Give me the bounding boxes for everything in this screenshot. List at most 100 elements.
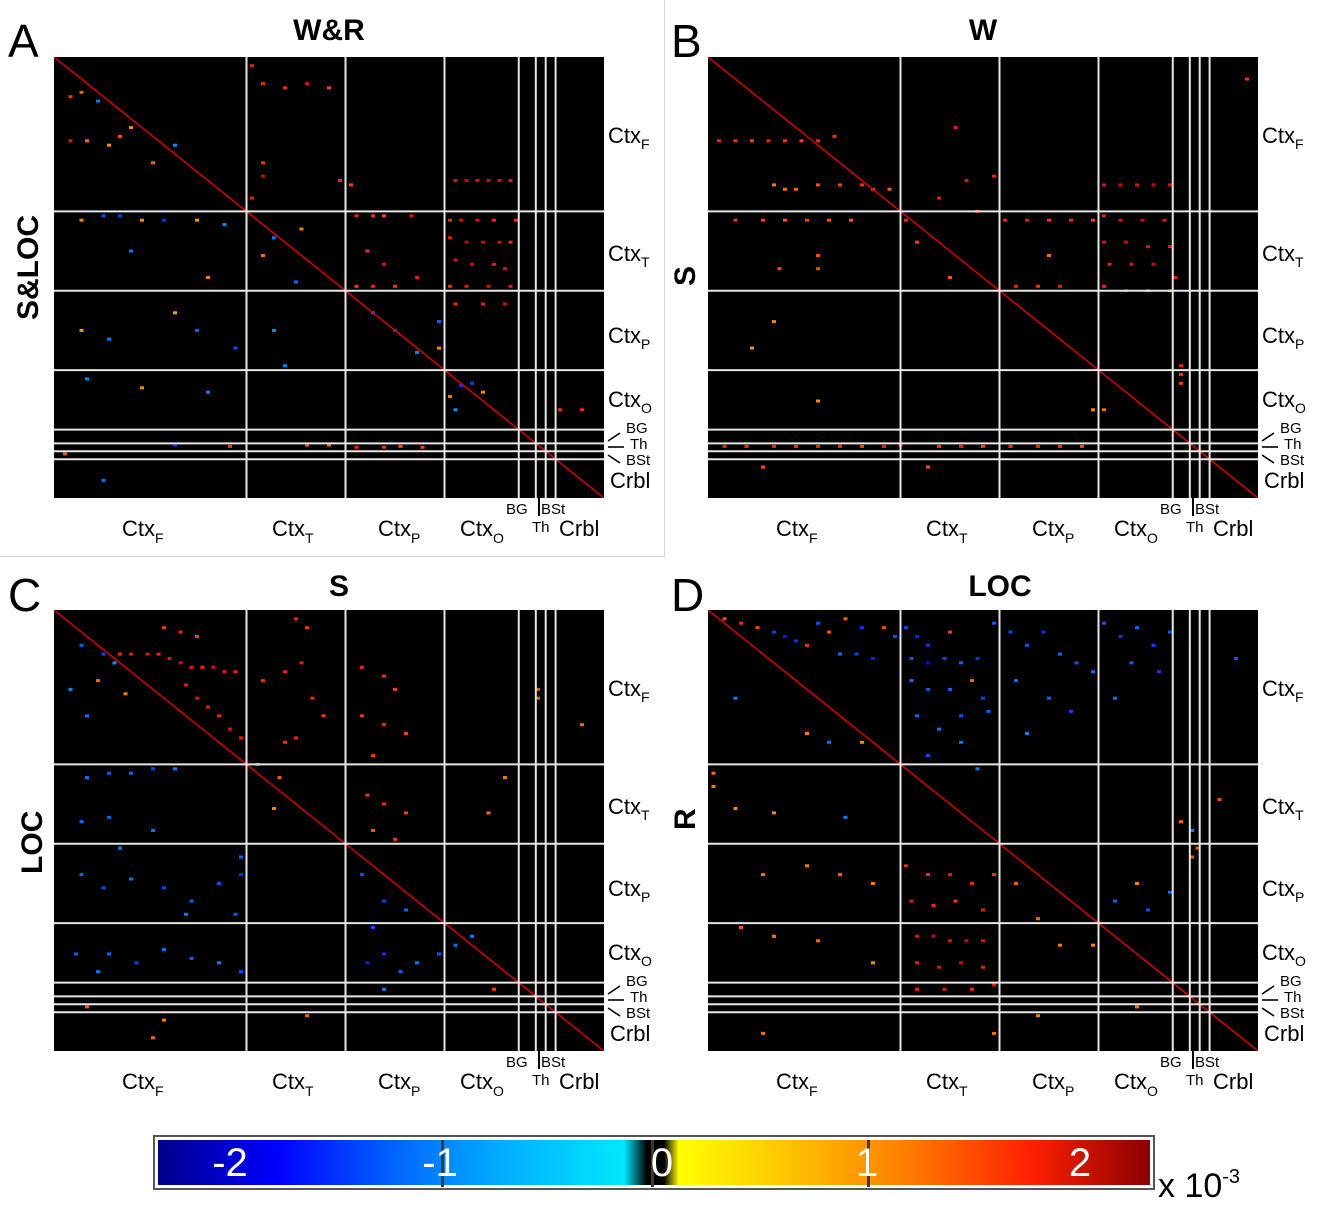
heatmap-matrix bbox=[54, 610, 604, 1051]
row-label-leaders bbox=[1261, 432, 1278, 464]
heatmap-cell bbox=[711, 771, 716, 775]
heatmap-cell bbox=[211, 665, 216, 669]
heatmap-cell bbox=[1036, 917, 1040, 921]
row-label-subscript: O bbox=[641, 400, 652, 416]
heatmap-cell bbox=[1069, 709, 1073, 713]
heatmap-cell bbox=[173, 143, 177, 147]
heatmap-cell bbox=[783, 218, 787, 222]
heatmap-cell bbox=[816, 139, 820, 143]
heatmap-cell bbox=[503, 267, 507, 271]
column-label-bst: BSt bbox=[541, 501, 566, 518]
heatmap-cell bbox=[733, 696, 738, 700]
heatmap-cell bbox=[508, 284, 513, 288]
heatmap-cell bbox=[96, 970, 100, 974]
column-label-text: Ctx bbox=[776, 1069, 809, 1094]
heatmap-cell bbox=[1245, 77, 1249, 81]
column-label-ctx-f: CtxF bbox=[776, 1071, 818, 1102]
heatmap-cell bbox=[909, 657, 914, 660]
heatmap-cell bbox=[382, 899, 386, 903]
heatmap-cell bbox=[151, 161, 155, 165]
heatmap-cell bbox=[173, 767, 177, 771]
heatmap-cell bbox=[382, 723, 386, 727]
row-label-subscript: T bbox=[1295, 807, 1304, 823]
heatmap-cell bbox=[156, 652, 161, 656]
heatmap-cell bbox=[85, 377, 89, 381]
heatmap-cell bbox=[915, 961, 919, 965]
heatmap-cell bbox=[986, 709, 991, 713]
column-label-subscript: F bbox=[155, 1083, 164, 1099]
heatmap-cell bbox=[305, 1014, 309, 1018]
heatmap-cell bbox=[415, 351, 419, 354]
heatmap-cell bbox=[816, 399, 820, 403]
heatmap-cell bbox=[772, 183, 776, 187]
heatmap-cell bbox=[68, 95, 73, 99]
column-label-th: Th bbox=[1186, 519, 1204, 536]
colorbar: -2 -1 0 1 2 bbox=[153, 1135, 1155, 1190]
heatmap-cell bbox=[415, 961, 419, 965]
heatmap-cell bbox=[766, 139, 771, 143]
heatmap-cell bbox=[398, 970, 403, 974]
column-label-tick bbox=[538, 498, 540, 516]
heatmap-cell bbox=[162, 948, 166, 952]
row-label-ctx-t: CtxT bbox=[1262, 796, 1304, 826]
heatmap-cell bbox=[871, 657, 875, 660]
heatmap-cell bbox=[448, 284, 452, 288]
heatmap-cell bbox=[85, 139, 89, 143]
heatmap-cell bbox=[816, 267, 820, 271]
heatmap-cell bbox=[1151, 643, 1156, 647]
heatmap-cell bbox=[805, 732, 809, 735]
heatmap-cell bbox=[261, 254, 265, 257]
heatmap-cell bbox=[750, 346, 754, 350]
column-label-ctx-p: CtxP bbox=[1032, 1071, 1074, 1102]
column-label-text: Ctx bbox=[926, 516, 959, 541]
row-label-crbl: Crbl bbox=[610, 1021, 651, 1046]
heatmap-cell bbox=[453, 179, 458, 182]
column-label-tick bbox=[1192, 1051, 1194, 1069]
heatmap-cell bbox=[382, 802, 386, 806]
column-label-bst: BSt bbox=[1195, 1054, 1220, 1071]
heatmap-cell bbox=[959, 661, 963, 665]
heatmap-cell bbox=[299, 661, 304, 665]
heatmap-cell bbox=[239, 855, 243, 859]
column-label-ctx-t: CtxT bbox=[926, 1071, 968, 1102]
heatmap-cell bbox=[107, 143, 111, 147]
heatmap-cell bbox=[294, 617, 298, 621]
heatmap-cell bbox=[1173, 276, 1178, 279]
heatmap-cell bbox=[107, 771, 111, 775]
column-label-tick bbox=[538, 1051, 540, 1069]
heatmap-cell bbox=[283, 86, 287, 90]
heatmap-cell bbox=[926, 873, 930, 877]
heatmap-cell bbox=[118, 846, 122, 850]
column-label-text: Ctx bbox=[1114, 516, 1147, 541]
heatmap-cell bbox=[283, 670, 287, 674]
heatmap-cell bbox=[79, 820, 84, 824]
panel-title: S bbox=[328, 570, 349, 603]
heatmap-cell bbox=[272, 328, 276, 332]
column-label-th: Th bbox=[532, 1072, 550, 1089]
column-label-subscript: P bbox=[411, 530, 421, 546]
heatmap-cell bbox=[261, 161, 265, 165]
heatmap-cell bbox=[1102, 214, 1106, 218]
heatmap-cell bbox=[79, 328, 84, 332]
heatmap-cell bbox=[79, 90, 84, 94]
heatmap-cell bbox=[497, 179, 502, 182]
heatmap-cell bbox=[437, 346, 441, 350]
column-label-ctx-t: CtxT bbox=[272, 518, 314, 549]
heatmap-cell bbox=[206, 276, 210, 279]
heatmap-cell bbox=[1135, 183, 1139, 187]
heatmap-cell bbox=[744, 444, 749, 448]
heatmap-cell bbox=[305, 443, 309, 447]
heatmap-cell bbox=[206, 390, 210, 394]
heatmap-cell bbox=[365, 961, 370, 965]
heatmap-cell bbox=[992, 174, 996, 178]
heatmap-cell bbox=[1025, 218, 1029, 222]
heatmap-cell bbox=[1058, 444, 1062, 448]
heatmap-cell bbox=[453, 943, 458, 947]
column-label-ctx-o: CtxO bbox=[1114, 1071, 1158, 1102]
panel-b: B W S CtxF CtxT CtxP CtxO BG Th BSt Crbl CtxF Ct… bbox=[663, 0, 1326, 560]
heatmap-cell bbox=[860, 626, 864, 630]
row-label-crbl: Crbl bbox=[610, 468, 651, 493]
row-label-subscript: T bbox=[641, 807, 650, 823]
heatmap-cell bbox=[981, 939, 985, 943]
colorbar-tick bbox=[651, 1140, 654, 1187]
